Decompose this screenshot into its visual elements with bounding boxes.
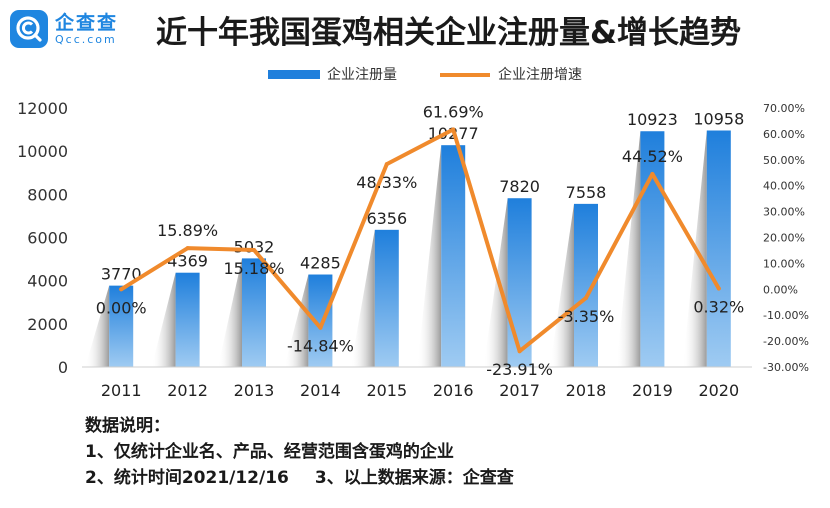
y-right-tick-label: -10.00% — [763, 309, 809, 322]
growth-value-label: 15.89% — [157, 221, 218, 240]
bar-shadow — [417, 145, 442, 367]
growth-value-label: -23.91% — [486, 360, 553, 379]
y-right-tick-label: 20.00% — [763, 232, 805, 245]
growth-line — [119, 127, 721, 354]
growth-point-2020 — [716, 286, 721, 291]
x-tick-label: 2013 — [234, 381, 275, 400]
bar-2017 — [507, 198, 532, 367]
bar-2011 — [109, 285, 134, 367]
chart-title: 近十年我国蛋鸡相关企业注册量&增长趋势 — [156, 15, 742, 51]
growth-point-2011 — [119, 287, 124, 292]
bar-value-label: 10923 — [627, 110, 678, 129]
y-left-tick-label: 2000 — [27, 315, 68, 334]
logo-domain: Qcc.com — [55, 32, 117, 46]
legend-bar-label: 企业注册量 — [327, 66, 397, 83]
legend-line-label: 企业注册增速 — [498, 66, 582, 83]
bar-value-label: 7558 — [566, 183, 607, 202]
logo-name: 企查查 — [55, 11, 119, 34]
y-left-tick-label: 6000 — [27, 229, 68, 248]
growth-point-2012 — [185, 246, 190, 251]
bar-2019 — [640, 131, 665, 367]
y-right-tick-label: -30.00% — [763, 361, 809, 374]
growth-point-2019 — [650, 171, 655, 176]
bar-value-label: 6356 — [366, 209, 407, 228]
bar-value-label: 5032 — [234, 237, 275, 256]
bar-shadow — [483, 198, 508, 367]
y-left-tick-label: 0 — [58, 358, 68, 377]
growth-value-label: 0.32% — [693, 297, 744, 316]
growth-point-2017 — [517, 349, 522, 354]
bar-shadow — [350, 229, 375, 367]
bar-shadow — [85, 285, 110, 367]
legend-bar-swatch — [268, 70, 320, 79]
bar-2012 — [175, 272, 200, 367]
bar-value-label: 4369 — [167, 252, 208, 271]
x-tick-label: 2019 — [632, 381, 673, 400]
growth-value-label: -3.35% — [558, 307, 615, 326]
growth-point-2018 — [584, 295, 588, 300]
growth-point-2016 — [451, 127, 456, 132]
growth-point-2015 — [384, 162, 389, 167]
y-left-tick-label: 4000 — [27, 272, 68, 291]
notes-line-2a: 2、统计时间2021/12/16 — [85, 468, 289, 488]
bar-value-label: 3770 — [101, 265, 142, 284]
bar-2016 — [441, 145, 466, 367]
growth-value-label: 48.33% — [356, 173, 417, 192]
x-tick-label: 2012 — [167, 381, 208, 400]
growth-value-label: 61.69% — [423, 103, 484, 122]
x-tick-label: 2016 — [433, 381, 474, 400]
bar-shadow — [616, 131, 641, 367]
y-right-tick-label: 50.00% — [763, 154, 805, 167]
y-right-tick-label: 70.00% — [763, 102, 805, 115]
chart-canvas: 企业注册量 企业注册增速 0 2000 4000 6000 8000 10000 12000 -3… — [17, 66, 809, 400]
growth-value-label: 0.00% — [96, 298, 147, 317]
growth-value-label: 15.18% — [223, 259, 284, 278]
y-right-tick-label: 40.00% — [763, 180, 805, 193]
growth-value-label: 44.52% — [622, 147, 683, 166]
bar-shadow — [550, 203, 574, 367]
y-right-tick-label: 10.00% — [763, 257, 805, 270]
y-right-tick-label: 30.00% — [763, 206, 805, 219]
growth-point-2014 — [318, 325, 323, 330]
bar-shadow — [151, 272, 176, 367]
y-left-tick-label: 12000 — [17, 99, 68, 118]
notes-heading: 数据说明： — [85, 416, 170, 436]
growth-value-label: -14.84% — [287, 337, 354, 356]
x-tick-label: 2015 — [366, 381, 407, 400]
bar-2020 — [706, 130, 731, 367]
y-right-tick-label: 0.00% — [763, 283, 798, 296]
bar-value-label: 4285 — [300, 254, 341, 273]
notes-line-1: 1、仅统计企业名、产品、经营范围含蛋鸡的企业 — [85, 442, 454, 462]
bar-2015 — [374, 229, 399, 367]
bar-value-label: 10958 — [693, 109, 744, 128]
growth-point-2013 — [252, 247, 256, 252]
data-notes: 数据说明： 1、仅统计企业名、产品、经营范围含蛋鸡的企业 2、统计时间2021/… — [85, 413, 514, 491]
qcc-logo-icon — [10, 10, 48, 48]
x-tick-label: 2017 — [499, 381, 540, 400]
notes-line-2b: 3、以上数据来源：企查查 — [314, 468, 514, 488]
x-tick-label: 2011 — [101, 381, 142, 400]
bar-shadow — [218, 258, 242, 367]
notes-line-2: 2、统计时间2021/12/16 3、以上数据来源：企查查 — [85, 465, 514, 491]
x-tick-label: 2020 — [698, 381, 739, 400]
y-right-tick-label: 60.00% — [763, 128, 805, 141]
y-right-tick-label: -20.00% — [763, 335, 809, 348]
y-left-tick-label: 8000 — [27, 185, 68, 204]
y-left-tick-label: 10000 — [17, 142, 68, 161]
bar-shadow — [284, 274, 309, 367]
bar-2013 — [242, 258, 266, 367]
bar-value-label: 7820 — [499, 177, 540, 196]
x-tick-label: 2018 — [566, 381, 607, 400]
logo: 企查查 Qcc.com — [10, 10, 118, 48]
x-tick-label: 2014 — [300, 381, 341, 400]
